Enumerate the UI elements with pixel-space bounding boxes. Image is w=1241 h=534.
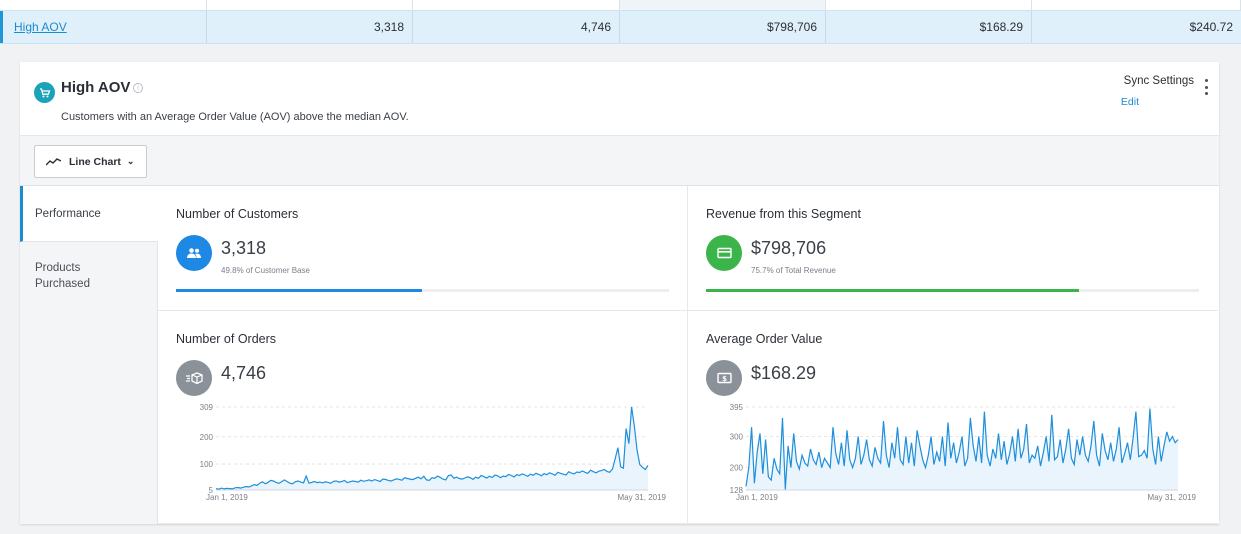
chart-toolbar: Line Chart ⌄ <box>20 136 1219 186</box>
customers-title: Number of Customers <box>176 207 299 221</box>
box-icon <box>176 360 212 396</box>
aov-metric: Average Order Value $ $168.29 395 300 200 1… <box>688 311 1218 524</box>
orders-value: 4,746 <box>221 363 267 383</box>
svg-text:$: $ <box>722 375 727 383</box>
aov-title: Average Order Value <box>706 332 823 346</box>
aov-chart-series-line <box>745 408 1179 490</box>
revenue-cell: $798,706 <box>620 11 826 43</box>
aov-chart-y-tick-label: 300 <box>730 433 744 442</box>
row-selected-indicator <box>0 11 3 43</box>
revenue-metric: Revenue from this Segment $798,706 75.7%… <box>688 186 1218 311</box>
people-icon <box>176 235 212 271</box>
revenue-share-text: 75.7% of Total Revenue <box>751 266 836 275</box>
segments-table: High AOV 3,318 4,746 $798,706 $168.29 $2… <box>0 0 1241 45</box>
more-options-icon[interactable] <box>1203 79 1209 95</box>
segment-detail-card: High AOV i Customers with an Average Ord… <box>20 62 1219 524</box>
orders-chart-x-start-label: Jan 1, 2019 <box>206 493 248 502</box>
orders-chart-y-tick-label: 200 <box>200 433 214 442</box>
customers-progress-fill <box>176 289 422 292</box>
aov-chart-area-fill <box>746 408 1178 490</box>
orders-title: Number of Orders <box>176 332 277 346</box>
revenue-value: $798,706 <box>751 238 827 258</box>
orders-chart-y-tick-label: 309 <box>200 403 214 412</box>
aov-chart-y-tick-label: 200 <box>730 464 744 473</box>
revenue-title: Revenue from this Segment <box>706 207 861 221</box>
aov-chart-x-start-label: Jan 1, 2019 <box>736 493 778 502</box>
dollar-icon: $ <box>706 360 742 396</box>
shopping-cart-icon <box>34 82 55 103</box>
orders-chart-y-tick-label: 5 <box>209 486 214 495</box>
segment-header: High AOV i Customers with an Average Ord… <box>20 62 1219 136</box>
orders-chart-series-line <box>215 406 649 490</box>
performance-panel: Number of Customers 3,318 49.8% of Custo… <box>158 186 1219 524</box>
tab-products-purchased[interactable]: Products Purchased <box>35 262 90 290</box>
card-icon <box>706 235 742 271</box>
tab-performance[interactable]: Performance <box>20 186 158 242</box>
table-row-previous <box>0 0 1241 10</box>
last-value-cell: $240.72 <box>1189 20 1233 34</box>
customers-cell: 3,318 <box>207 11 413 43</box>
sync-settings-label: Sync Settings <box>1123 75 1194 87</box>
segment-name-link[interactable]: High AOV <box>14 20 67 34</box>
aov-value: $168.29 <box>751 363 817 383</box>
aov-cell: $168.29 <box>826 11 1032 43</box>
orders-chart-x-end-label: May 31, 2019 <box>618 493 667 502</box>
segment-title: High AOV <box>61 79 131 96</box>
orders-chart-y-tick-label: 100 <box>200 460 214 469</box>
orders-metric: Number of Orders 4,746 309 200 100 5 Jan 1, … <box>158 311 688 524</box>
customers-share-text: 49.8% of Customer Base <box>221 266 310 275</box>
customers-progress-track <box>176 289 669 292</box>
revenue-progress-fill <box>706 289 1080 292</box>
aov-chart-x-end-label: May 31, 2019 <box>1148 493 1197 502</box>
customers-value: 3,318 <box>221 238 267 258</box>
info-icon[interactable]: i <box>133 83 143 93</box>
orders-cell: 4,746 <box>413 11 620 43</box>
revenue-progress-track <box>706 289 1199 292</box>
chart-type-dropdown[interactable]: Line Chart ⌄ <box>34 145 147 178</box>
segment-tabs: Performance Products Purchased <box>20 186 158 524</box>
chevron-down-icon: ⌄ <box>126 156 135 166</box>
table-row[interactable]: High AOV 3,318 4,746 $798,706 $168.29 $2… <box>0 10 1241 44</box>
segment-description: Customers with an Average Order Value (A… <box>61 111 409 123</box>
customers-metric: Number of Customers 3,318 49.8% of Custo… <box>158 186 688 311</box>
chart-type-label: Line Chart <box>69 155 121 168</box>
line-chart-icon <box>46 158 61 166</box>
segment-name-cell: High AOV <box>0 11 207 43</box>
aov-chart-y-tick-label: 395 <box>730 403 744 412</box>
orders-chart-area-fill <box>216 407 648 490</box>
edit-link[interactable]: Edit <box>1120 96 1139 108</box>
aov-chart-y-tick-label: 128 <box>730 486 744 495</box>
